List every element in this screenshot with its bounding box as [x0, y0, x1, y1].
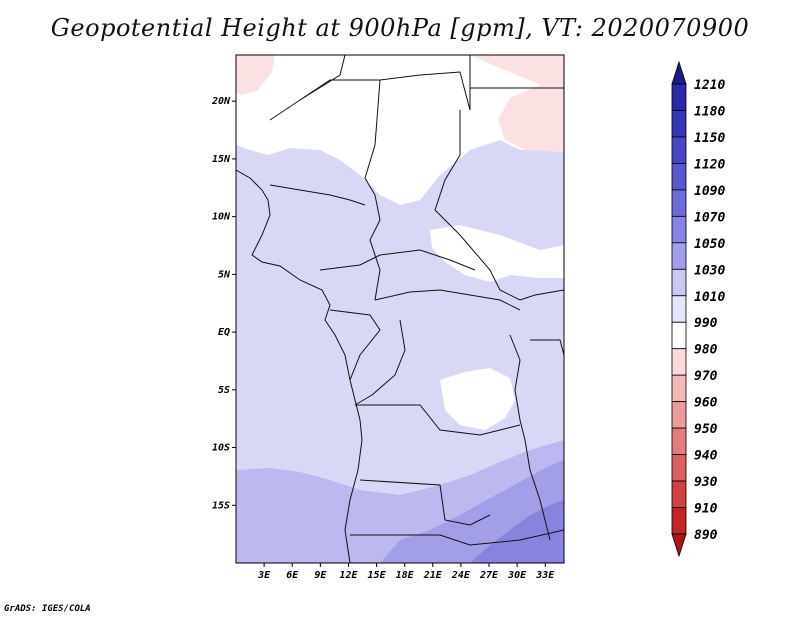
field-990-1010-north — [236, 55, 564, 205]
colorbar-level-label: 1050 — [694, 237, 725, 252]
colorbar-level-label: 1120 — [694, 157, 725, 172]
field-980-990-nw — [236, 55, 275, 95]
colorbar-level-label: 950 — [694, 422, 718, 437]
x-tick-label: 15E — [368, 570, 387, 581]
x-tick-label: 9E — [314, 570, 327, 581]
colorbar-swatch — [671, 427, 687, 455]
colorbar-level-label: 890 — [694, 528, 718, 543]
map-frame — [235, 54, 565, 564]
colorbar-level-label: 1030 — [694, 263, 725, 278]
field-990-1010-lake-region — [440, 368, 515, 430]
border-drc-angola — [355, 404, 521, 436]
colorbar-swatch — [671, 215, 687, 244]
colorbar-swatch — [671, 242, 687, 270]
y-tick-label: 20N — [211, 96, 231, 107]
border-central-1 — [364, 79, 381, 301]
y-tick-label: 10N — [212, 212, 231, 223]
x-tick-label: 27E — [479, 570, 499, 581]
y-tick-label: 15S — [212, 500, 230, 511]
border-gabon — [329, 309, 381, 381]
colorbar-level-label: 1090 — [694, 184, 725, 199]
colorbar-swatch — [671, 321, 687, 350]
border-central-3 — [319, 249, 476, 271]
border-lake-victoria — [530, 339, 564, 356]
y-tick-label: EQ — [218, 327, 230, 338]
colorbar-swatch — [671, 295, 687, 323]
colorbar-level-label: 1150 — [694, 131, 725, 146]
border-namibia — [350, 529, 564, 546]
border-west-1 — [269, 184, 366, 206]
border-congo — [354, 319, 406, 406]
colorbar-level-label: 970 — [694, 369, 718, 384]
colorbar-level-label: 1070 — [694, 210, 725, 225]
border-nw — [269, 55, 346, 121]
field-1070-1090 — [470, 500, 564, 563]
colorbar-swatch — [671, 268, 687, 297]
border-central-2 — [434, 110, 564, 301]
colorbar-level-label: 1210 — [694, 78, 725, 93]
colorbar-swatch — [671, 163, 687, 191]
colorbar-swatch — [671, 83, 687, 111]
colorbar-level-label: 1010 — [694, 290, 725, 305]
colorbar-labels: 1210 1180 1150 1120 1090 1070 1050 1030 1010 990 9… — [694, 78, 725, 543]
x-tick-label: 3E — [257, 570, 271, 581]
x-tick-label: 33E — [535, 570, 555, 581]
colorbar-swatch — [671, 110, 687, 138]
y-tick-label: 5S — [218, 385, 230, 396]
colorbar-swatch — [671, 374, 687, 403]
y-tick-label: 10S — [212, 443, 230, 454]
x-tick-label: 21E — [423, 570, 443, 581]
y-axis: 20N 15N 10N 5N EQ 5S 10S 15S — [211, 96, 236, 511]
colorbar-swatch — [671, 136, 687, 164]
colorbar-swatch — [671, 401, 687, 429]
border-angola-south — [359, 479, 491, 526]
colorbar-swatch — [671, 480, 687, 508]
chart-title: Geopotential Height at 900hPa [gpm], VT:… — [50, 14, 750, 42]
x-tick-label: 12E — [339, 570, 358, 581]
colorbar-swatch — [671, 60, 687, 85]
border-north — [299, 55, 471, 111]
colorbar-level-label: 910 — [694, 502, 718, 517]
border-east — [509, 334, 551, 541]
geopotential-fill — [236, 55, 564, 563]
colorbar-level-label: 990 — [694, 316, 718, 331]
boundaries — [236, 55, 564, 563]
x-axis: 3E 6E 9E 12E 15E 18E 21E 24E 27E 30E 33E — [257, 563, 555, 581]
field-980-990-ne — [470, 55, 564, 152]
x-tick-label: 6E — [286, 570, 299, 581]
colorbar-level-label: 980 — [694, 343, 718, 358]
x-tick-label: 18E — [396, 570, 415, 581]
colorbar-level-label: 960 — [694, 396, 718, 411]
x-tick-label: 24E — [451, 570, 471, 581]
colorbar-level-label: 1180 — [694, 104, 725, 119]
colorbar-swatch — [671, 454, 687, 482]
colorbar-level-label: 930 — [694, 475, 718, 490]
colorbar-swatch — [671, 348, 687, 376]
colorbar-swatch — [671, 533, 687, 558]
x-tick-label: 30E — [507, 570, 527, 581]
west-coast — [236, 169, 363, 563]
y-tick-label: 5N — [218, 269, 231, 280]
y-tick-label: 15N — [212, 154, 231, 165]
colorbar-swatch — [671, 507, 687, 535]
colorbar-boxes — [671, 60, 687, 558]
border-car — [374, 289, 521, 311]
credit-label: GrADS: IGES/COLA — [4, 604, 91, 614]
colorbar-swatch — [671, 189, 687, 217]
colorbar-level-label: 940 — [694, 449, 718, 464]
